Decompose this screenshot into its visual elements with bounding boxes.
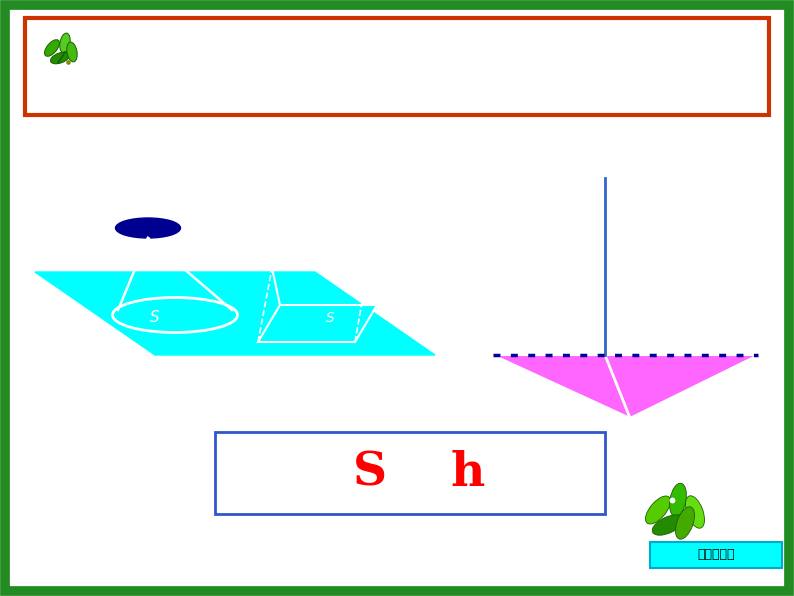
Text: S: S bbox=[353, 450, 387, 496]
Ellipse shape bbox=[676, 507, 695, 539]
Polygon shape bbox=[258, 305, 377, 342]
Ellipse shape bbox=[113, 297, 237, 333]
Polygon shape bbox=[493, 355, 758, 418]
Ellipse shape bbox=[67, 42, 77, 62]
Ellipse shape bbox=[44, 40, 60, 56]
Polygon shape bbox=[35, 272, 435, 355]
Bar bbox=[25, 18, 769, 115]
Ellipse shape bbox=[115, 218, 180, 238]
Text: S: S bbox=[150, 311, 160, 325]
Ellipse shape bbox=[685, 496, 704, 528]
Ellipse shape bbox=[669, 483, 687, 517]
Ellipse shape bbox=[646, 496, 670, 524]
Bar bbox=[650, 542, 782, 568]
Text: 三棱锥体积: 三棱锥体积 bbox=[697, 548, 734, 561]
Text: S: S bbox=[326, 311, 334, 325]
Ellipse shape bbox=[652, 515, 684, 535]
Text: h: h bbox=[451, 450, 485, 496]
Bar bbox=[215, 432, 605, 514]
Ellipse shape bbox=[60, 33, 70, 53]
Ellipse shape bbox=[51, 52, 70, 64]
